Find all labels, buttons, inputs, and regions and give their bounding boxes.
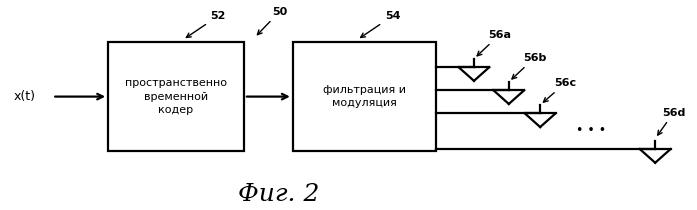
Text: 56b: 56b <box>512 53 546 79</box>
Text: 56d: 56d <box>658 108 686 135</box>
Bar <box>108 42 244 151</box>
Bar <box>293 42 436 151</box>
Text: Фиг. 2: Фиг. 2 <box>238 183 319 206</box>
Text: фильтрация и
модуляция: фильтрация и модуляция <box>323 85 406 108</box>
Text: 56a: 56a <box>477 30 511 56</box>
Text: 56c: 56c <box>544 78 576 102</box>
Text: 52: 52 <box>186 11 226 37</box>
Text: • • •: • • • <box>576 124 606 137</box>
Text: пространственно
временной
кодер: пространственно временной кодер <box>125 78 227 115</box>
Text: x(t): x(t) <box>14 90 36 103</box>
Text: 54: 54 <box>360 11 400 37</box>
Text: 50: 50 <box>257 7 287 35</box>
